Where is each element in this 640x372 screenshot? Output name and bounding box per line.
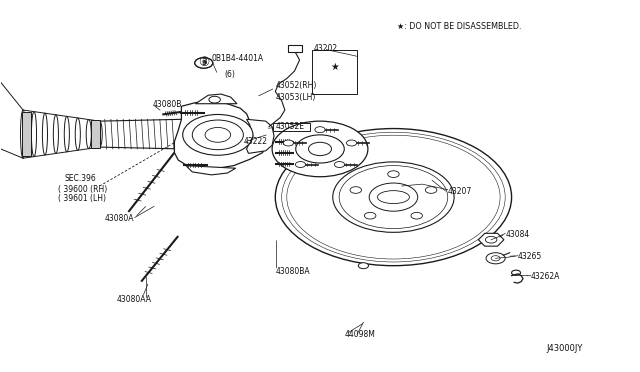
Ellipse shape — [42, 113, 47, 155]
Text: SEC.396: SEC.396 — [65, 174, 96, 183]
Circle shape — [426, 187, 437, 193]
Circle shape — [350, 187, 362, 193]
Text: 0B1B4-4401A: 0B1B4-4401A — [211, 54, 264, 62]
Circle shape — [296, 161, 305, 167]
Text: 9: 9 — [202, 60, 206, 66]
Text: 43080BA: 43080BA — [275, 267, 310, 276]
Circle shape — [364, 212, 376, 219]
Bar — [288, 45, 302, 52]
Text: 43202: 43202 — [314, 44, 338, 53]
Circle shape — [296, 135, 344, 163]
Circle shape — [209, 96, 220, 103]
Text: 43052(RH): 43052(RH) — [275, 81, 317, 90]
Text: 43207: 43207 — [448, 187, 472, 196]
Circle shape — [195, 58, 212, 68]
Circle shape — [315, 127, 325, 133]
Circle shape — [411, 212, 422, 219]
Circle shape — [335, 161, 344, 167]
Text: ( 39601 (LH): ( 39601 (LH) — [58, 195, 106, 203]
Text: 43262A: 43262A — [531, 272, 560, 281]
Text: (6): (6) — [224, 70, 235, 79]
Text: 43222: 43222 — [243, 137, 268, 146]
Text: 44098M: 44098M — [344, 330, 375, 340]
Circle shape — [275, 129, 511, 266]
Circle shape — [388, 171, 399, 177]
Circle shape — [369, 183, 418, 211]
Circle shape — [339, 166, 448, 229]
Text: 43052E: 43052E — [275, 122, 304, 131]
Circle shape — [272, 121, 368, 177]
Text: 43080AA: 43080AA — [117, 295, 152, 304]
Circle shape — [333, 162, 454, 232]
Bar — [312, 49, 357, 94]
Circle shape — [486, 253, 505, 264]
Circle shape — [205, 128, 230, 142]
Circle shape — [358, 263, 369, 269]
Text: ★: ★ — [330, 62, 339, 73]
Polygon shape — [186, 166, 236, 175]
Ellipse shape — [97, 121, 102, 147]
Circle shape — [195, 58, 212, 68]
Ellipse shape — [64, 116, 69, 152]
Polygon shape — [195, 94, 237, 104]
Bar — [273, 123, 310, 131]
Text: J43000JY: J43000JY — [547, 344, 583, 353]
Text: 43265: 43265 — [518, 252, 542, 261]
Circle shape — [491, 256, 500, 261]
Ellipse shape — [20, 110, 26, 158]
Text: 43080A: 43080A — [104, 214, 134, 223]
Polygon shape — [246, 119, 274, 153]
Circle shape — [308, 142, 332, 155]
Ellipse shape — [53, 115, 58, 153]
Polygon shape — [174, 102, 268, 168]
Ellipse shape — [31, 112, 36, 157]
Circle shape — [192, 120, 243, 150]
Circle shape — [346, 140, 356, 146]
Text: ③: ③ — [198, 57, 209, 70]
Circle shape — [182, 115, 253, 155]
Text: 43080B: 43080B — [153, 100, 182, 109]
Ellipse shape — [86, 119, 92, 149]
Circle shape — [284, 140, 294, 146]
Bar — [22, 112, 31, 156]
Text: 43084: 43084 — [505, 230, 529, 239]
Ellipse shape — [76, 118, 81, 150]
Text: 43053(LH): 43053(LH) — [275, 93, 316, 102]
Circle shape — [485, 236, 497, 243]
Text: ( 39600 (RH): ( 39600 (RH) — [58, 185, 108, 194]
Bar — [91, 121, 100, 148]
Text: ★: DO NOT BE DISASSEMBLED.: ★: DO NOT BE DISASSEMBLED. — [397, 22, 521, 31]
